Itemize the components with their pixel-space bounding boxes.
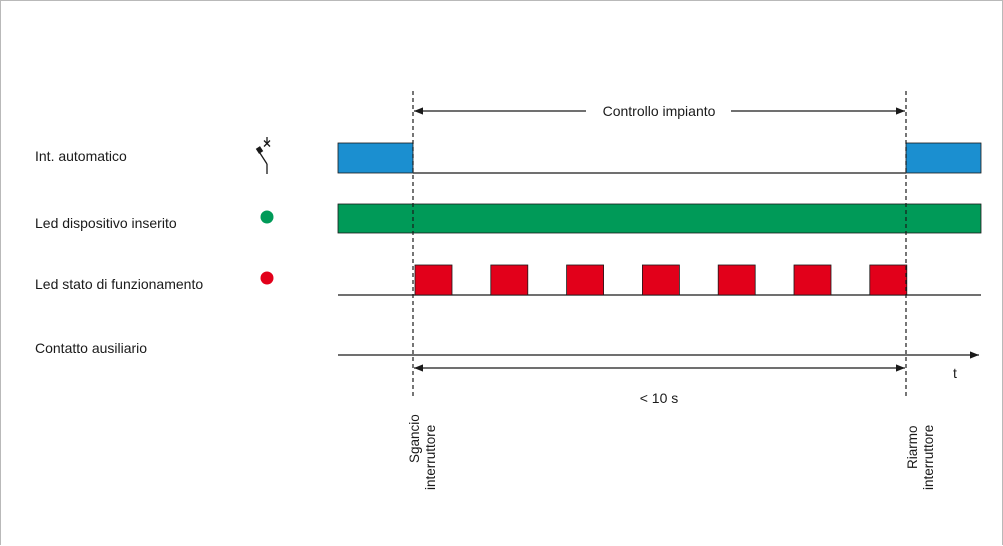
red-led-pulse [717,264,756,296]
red-led-pulse [869,264,908,296]
event-right-line2: interruttore [921,425,936,490]
red-led-pulse [642,264,680,296]
row-label-led-funzionamento: Led stato di funzionamento [35,276,203,292]
row-label-led-inserito: Led dispositivo inserito [35,215,177,231]
event-left-line2: interruttore [423,425,438,490]
green-led-icon [260,210,274,224]
red-led-icon [260,271,274,285]
red-led-pulse [566,264,604,296]
red-led-pulse [490,264,529,296]
event-left-line1: Sgancio [407,414,422,463]
breaker-closed-segment-left [337,142,414,174]
green-led-on-segment [337,203,982,234]
top-span-label: Controllo impianto [603,103,716,119]
event-right-line1: Riarmo [905,425,920,469]
red-led-pulse [793,264,832,296]
breaker-closed-segment-right [905,142,982,174]
row-label-contatto-ausiliario: Contatto ausiliario [35,340,147,356]
red-led-pulse [414,264,453,296]
time-axis-label: t [953,365,957,381]
row-label-int-automatico: Int. automatico [35,148,127,164]
breaker-switch-icon [255,137,271,174]
red-led-pulses [414,264,908,296]
bottom-span-label: < 10 s [640,390,679,406]
